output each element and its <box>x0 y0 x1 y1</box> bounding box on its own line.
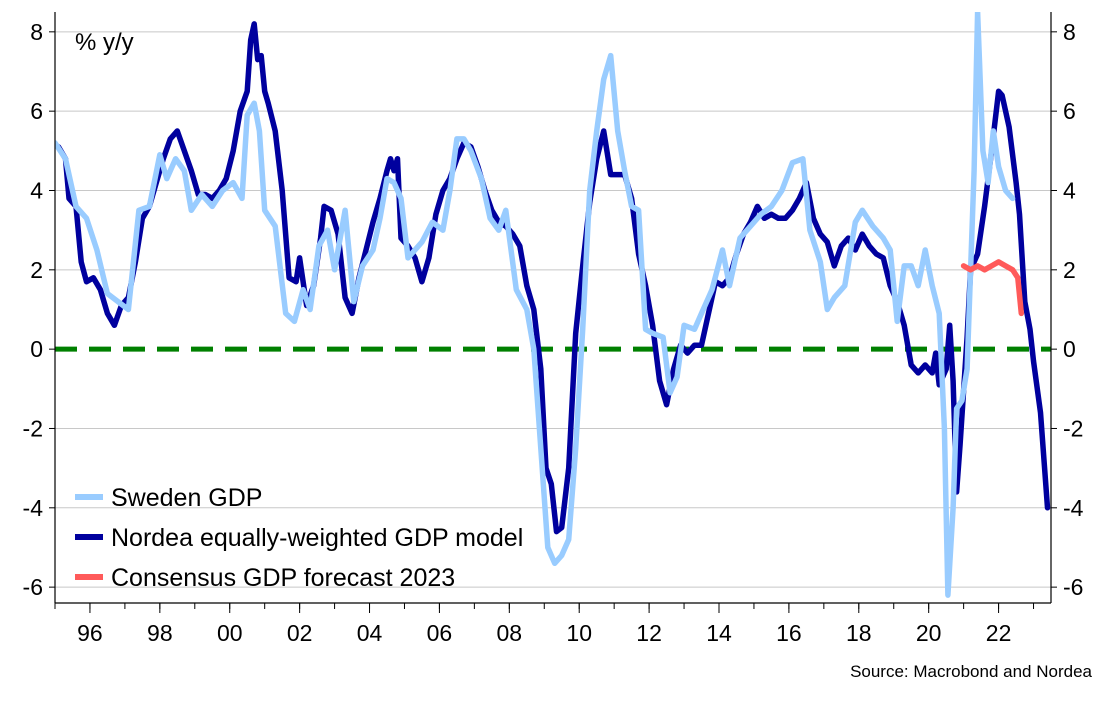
series-line-nordea-equally-weighted-gdp-model <box>55 21 1051 535</box>
y-tick-label-right: 4 <box>1063 177 1076 203</box>
y-tick-label-right: 2 <box>1063 257 1076 283</box>
y-axis-left-ticks: 8 6 4 2 0 -2 -4 -6 <box>23 19 55 600</box>
y-axis-right-ticks: 8 6 4 2 0 -2 -4 -6 <box>1051 19 1084 600</box>
source-note: Source: Macrobond and Nordea <box>850 662 1092 681</box>
y-tick-label-left: -6 <box>23 574 43 600</box>
y-tick-label-left: -2 <box>23 415 43 441</box>
axes <box>54 12 1052 604</box>
legend-label-sweden-gdp: Sweden GDP <box>111 484 262 512</box>
x-tick-label: 08 <box>497 620 523 646</box>
x-tick-label: 00 <box>217 620 243 646</box>
y-tick-label-right: -6 <box>1063 574 1083 600</box>
x-tick-label: 18 <box>846 620 872 646</box>
x-tick-label: 06 <box>427 620 453 646</box>
x-axis-ticks: 96 98 00 02 04 06 08 10 12 14 16 18 20 22 <box>54 603 1035 646</box>
y-tick-label-left: 6 <box>30 98 43 124</box>
x-tick-label: 10 <box>566 620 592 646</box>
series-line-sweden-gdp <box>55 12 1016 598</box>
y-tick-label-right: 0 <box>1063 336 1076 362</box>
y-tick-label-right: 8 <box>1063 19 1076 45</box>
y-tick-label-left: 2 <box>30 257 43 283</box>
y-tick-label-left: 4 <box>30 177 43 203</box>
legend-label-consensus-gdp-forecast-2023: Consensus GDP forecast 2023 <box>111 564 455 592</box>
legend-label-nordea-equally-weighted-gdp-model: Nordea equally-weighted GDP model <box>111 524 523 552</box>
y-tick-label-left: -4 <box>23 495 44 521</box>
series-line-consensus-gdp-forecast-2023 <box>960 259 1025 317</box>
x-tick-label: 22 <box>986 620 1012 646</box>
x-tick-label: 02 <box>287 620 313 646</box>
y-tick-label-left: 8 <box>30 19 43 45</box>
x-tick-label: 96 <box>77 620 103 646</box>
x-tick-label: 04 <box>357 620 383 646</box>
x-tick-label: 16 <box>776 620 802 646</box>
series-lines <box>55 12 1051 598</box>
y-tick-label-right: -4 <box>1063 495 1084 521</box>
legend: Sweden GDP Nordea equally-weighted GDP mo… <box>75 484 523 592</box>
y-tick-label-right: 6 <box>1063 98 1076 124</box>
x-tick-label: 20 <box>916 620 942 646</box>
x-tick-label: 12 <box>636 620 662 646</box>
y-tick-label-left: 0 <box>30 336 43 362</box>
y-tick-label-right: -2 <box>1063 415 1083 441</box>
unit-label: % y/y <box>75 29 134 56</box>
x-tick-label: 14 <box>706 620 732 646</box>
x-tick-label: 98 <box>147 620 173 646</box>
